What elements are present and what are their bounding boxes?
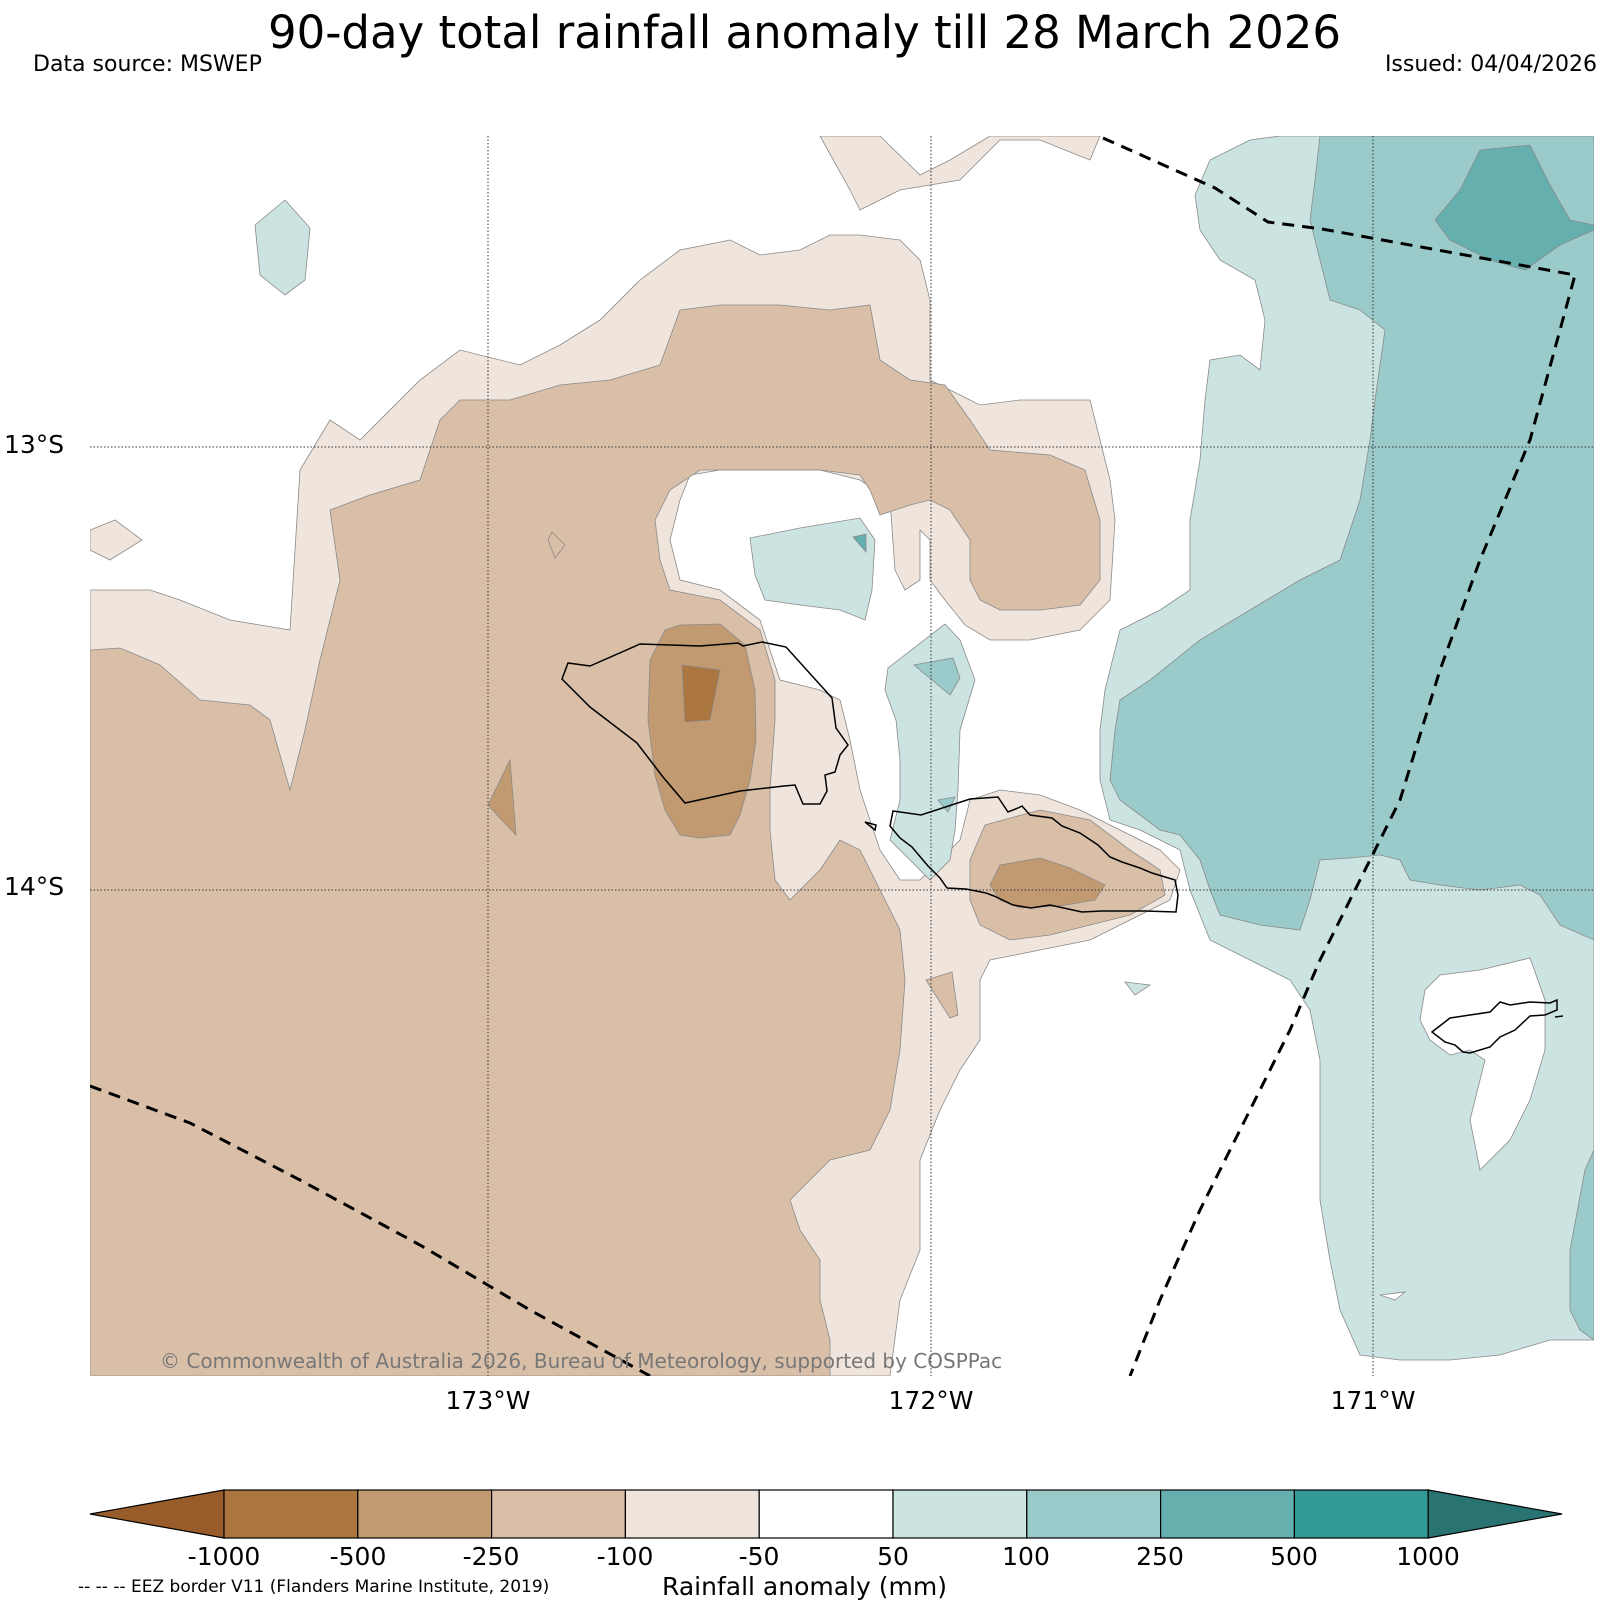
- upolu-coastline: [889, 796, 1179, 913]
- coastlines: [561, 641, 1564, 1054]
- longitude-label-171w: 171°W: [1330, 1386, 1416, 1415]
- colorbar-tick-label: -50: [738, 1542, 780, 1571]
- anomaly-region-100-to-250: [913, 136, 1594, 1341]
- colorbar-tick-label: -1000: [187, 1542, 261, 1571]
- savaii-coastline: [561, 641, 849, 805]
- colorbar-segment: [624, 1489, 760, 1539]
- colorbar-tick-label: 1000: [1396, 1542, 1460, 1571]
- data-source-label: Data source: MSWEP: [33, 52, 262, 77]
- colorbar-segment: [1026, 1489, 1162, 1539]
- colorbar-extend-high: [1427, 1489, 1563, 1539]
- latitude-label-14s: 14°S: [4, 872, 65, 901]
- colorbar-tick-label: 500: [1270, 1542, 1318, 1571]
- colorbar-tick-label: -500: [329, 1542, 387, 1571]
- colorbar-segment: [892, 1489, 1028, 1539]
- colorbar-extend-low: [89, 1489, 225, 1539]
- colorbar-tick-label: -250: [462, 1542, 520, 1571]
- map-title: 90-day total rainfall anomaly till 28 Ma…: [267, 6, 1342, 59]
- aunuu-islet: [1554, 1015, 1564, 1018]
- colorbar-segment: [1293, 1489, 1429, 1539]
- eez-border-lines: [90, 136, 1577, 1376]
- graticule: [90, 136, 1594, 1376]
- eez-border-legend-note: -- -- -- EEZ border V11 (Flanders Marine…: [78, 1577, 550, 1597]
- colorbar-tick-label: 250: [1136, 1542, 1184, 1571]
- colorbar-tick-label: -100: [596, 1542, 654, 1571]
- colorbar-segment: [223, 1489, 359, 1539]
- anomaly-region-minus500-to-minus1000: [681, 664, 721, 723]
- colorbar-segment: [491, 1489, 627, 1539]
- manono-islet: [864, 821, 877, 832]
- colorbar-segment: [758, 1489, 894, 1539]
- anomaly-region-near-zero: [1379, 957, 1546, 1301]
- colorbar-tick-label: 100: [1002, 1542, 1050, 1571]
- anomaly-region-minus250-to-minus500: [487, 623, 1106, 909]
- longitude-label-172w: 172°W: [888, 1386, 974, 1415]
- copyright-credit: © Commonwealth of Australia 2026, Bureau…: [160, 1349, 1003, 1373]
- tutuila-coastline: [1430, 998, 1558, 1054]
- issued-date-label: Issued: 04/04/2026: [1384, 52, 1597, 77]
- colorbar-tick-label: 50: [877, 1542, 909, 1571]
- colorbar-segment: [357, 1489, 493, 1539]
- latitude-label-13s: 13°S: [4, 430, 65, 459]
- anomaly-region-250-to-500: [852, 144, 1594, 554]
- longitude-label-173w: 173°W: [445, 1386, 531, 1415]
- colorbar-segment: [1159, 1489, 1295, 1539]
